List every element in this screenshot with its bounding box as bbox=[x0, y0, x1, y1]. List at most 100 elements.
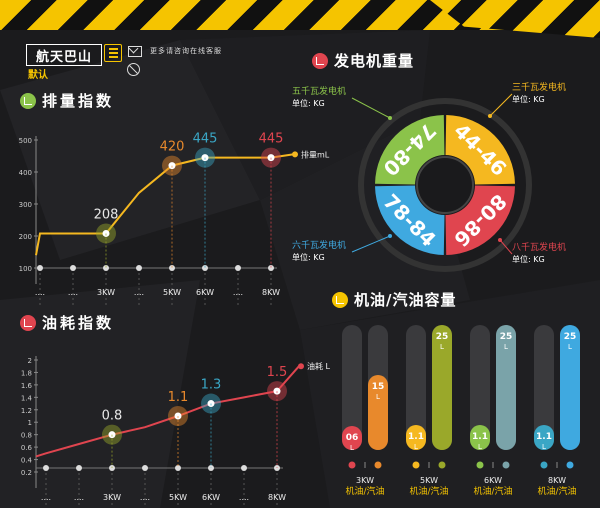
callout-name: 五千瓦发电机 bbox=[292, 85, 346, 97]
x-tick-label: 3KW bbox=[103, 493, 121, 502]
legend-dot bbox=[348, 461, 356, 469]
y-tick-label: 400 bbox=[19, 169, 32, 177]
menu-icon bbox=[108, 48, 118, 50]
callout-unit: 单位: KG bbox=[512, 254, 545, 264]
donut-outer-ring bbox=[358, 98, 532, 272]
series-line bbox=[35, 390, 278, 458]
x-tick-label: 8KW bbox=[268, 493, 286, 502]
callout-unit: 单位: KG bbox=[512, 94, 545, 104]
legend-dot bbox=[412, 461, 420, 469]
bar-unit: L bbox=[568, 343, 572, 351]
donut-segment bbox=[375, 115, 445, 185]
x-tick-label: 6KW bbox=[202, 493, 220, 502]
y-tick-label: 1.8 bbox=[21, 369, 32, 377]
baseline-dot bbox=[169, 265, 175, 271]
data-label: 445 bbox=[259, 132, 284, 147]
bar-value: 1.1 bbox=[472, 432, 488, 442]
highlight-point bbox=[207, 400, 215, 408]
brand-logo: 航天巴山 bbox=[26, 44, 102, 66]
callout-name: 八千瓦发电机 bbox=[512, 241, 566, 253]
chart-icon bbox=[20, 92, 36, 109]
x-tick-label: 5KW bbox=[163, 288, 181, 297]
fuel-section-title: 油耗指数 bbox=[20, 312, 114, 333]
message-icon[interactable] bbox=[128, 46, 142, 57]
group-sublabel: 机油/汽油 bbox=[409, 485, 448, 497]
group-label: 3KW bbox=[356, 476, 374, 485]
chart-icon bbox=[20, 314, 36, 331]
bar-value: 1.1 bbox=[408, 432, 424, 442]
bar-track bbox=[470, 325, 490, 450]
callout-name: 六千瓦发电机 bbox=[292, 239, 346, 251]
baseline-dot bbox=[103, 265, 109, 271]
weight-section-title: 发电机重量 bbox=[312, 50, 414, 71]
bar-track bbox=[534, 325, 554, 450]
callout-dot bbox=[498, 238, 502, 242]
callout-dot bbox=[388, 116, 392, 120]
callout-unit: 单位: KG bbox=[292, 252, 325, 262]
y-tick-label: 1.2 bbox=[21, 407, 32, 415]
donut-segment bbox=[445, 185, 515, 255]
bar-fill bbox=[432, 325, 452, 450]
group-label: 5KW bbox=[420, 476, 438, 485]
baseline-dot bbox=[202, 265, 208, 271]
legend-dot bbox=[566, 461, 574, 469]
x-tick-label: .... bbox=[41, 493, 51, 502]
callout-dot bbox=[488, 114, 492, 118]
bar-fill bbox=[496, 325, 516, 450]
series-line bbox=[35, 156, 271, 256]
group-label: 8KW bbox=[548, 476, 566, 485]
donut-segment bbox=[445, 115, 515, 185]
y-tick-label: 1.4 bbox=[21, 394, 33, 402]
donut-hole bbox=[416, 156, 474, 214]
bar-unit: L bbox=[542, 443, 546, 451]
bar-track bbox=[406, 325, 426, 450]
fuel-chart: 2 1.8 1.6 1.4 1.2 1 0.8 0.6 0.4 0.2........ 3KW...… bbox=[21, 356, 330, 508]
y-tick-label: 1.6 bbox=[21, 382, 33, 390]
bar-unit: L bbox=[440, 343, 444, 351]
block-icon[interactable] bbox=[127, 63, 140, 76]
data-label: 1.5 bbox=[267, 365, 288, 380]
bar-value: 25 bbox=[436, 332, 449, 342]
bar-fill bbox=[368, 375, 388, 450]
series-tail bbox=[276, 365, 300, 392]
data-label: 1.1 bbox=[168, 390, 189, 405]
data-label: 1.3 bbox=[201, 378, 222, 393]
baseline-dot bbox=[76, 465, 82, 471]
callout-line bbox=[351, 97, 391, 119]
baseline-dot bbox=[43, 465, 49, 471]
bar-unit: L bbox=[376, 393, 380, 401]
callout-line bbox=[351, 235, 391, 253]
data-label: 208 bbox=[94, 207, 119, 222]
bar-value: 25 bbox=[564, 332, 577, 342]
bar-fill bbox=[534, 425, 554, 450]
y-tick-label: 0.2 bbox=[21, 469, 32, 477]
y-tick-label: 0.8 bbox=[21, 432, 32, 440]
y-tick-label: 1 bbox=[28, 419, 32, 427]
menu-button[interactable] bbox=[104, 44, 122, 62]
group-sublabel: 机油/汽油 bbox=[537, 485, 576, 497]
baseline-dot bbox=[37, 265, 43, 271]
legend-dot bbox=[374, 461, 382, 469]
oil-section-title: 机油/汽油容量 bbox=[332, 289, 456, 310]
callout-name: 三千瓦发电机 bbox=[512, 81, 566, 93]
oil-capacity-chart: 06L15L3KW机油/汽油1.1L25L5KW机油/汽油1.1L25L6KW机… bbox=[342, 325, 580, 497]
bar-value: 25 bbox=[500, 332, 513, 342]
legend-dot bbox=[438, 461, 446, 469]
mode-label: 默认 bbox=[28, 70, 48, 81]
x-tick-label: .... bbox=[134, 288, 144, 297]
series-end-dot bbox=[298, 363, 304, 370]
group-sublabel: 机油/汽油 bbox=[345, 485, 384, 497]
group-sublabel: 机油/汽油 bbox=[473, 485, 512, 497]
highlight-point bbox=[108, 431, 116, 439]
y-tick-label: 0.4 bbox=[21, 457, 33, 465]
bar-fill bbox=[470, 425, 490, 450]
data-label: 0.8 bbox=[102, 409, 123, 424]
callout-unit: 单位: KG bbox=[292, 98, 325, 108]
legend-dot bbox=[502, 461, 510, 469]
data-label: 445 bbox=[193, 132, 218, 147]
bar-value: 15 bbox=[372, 382, 385, 392]
contact-notice: 更多请咨询在线客服 bbox=[150, 47, 222, 55]
series-label: 排量mL bbox=[301, 149, 330, 159]
x-tick-label: .... bbox=[233, 288, 243, 297]
